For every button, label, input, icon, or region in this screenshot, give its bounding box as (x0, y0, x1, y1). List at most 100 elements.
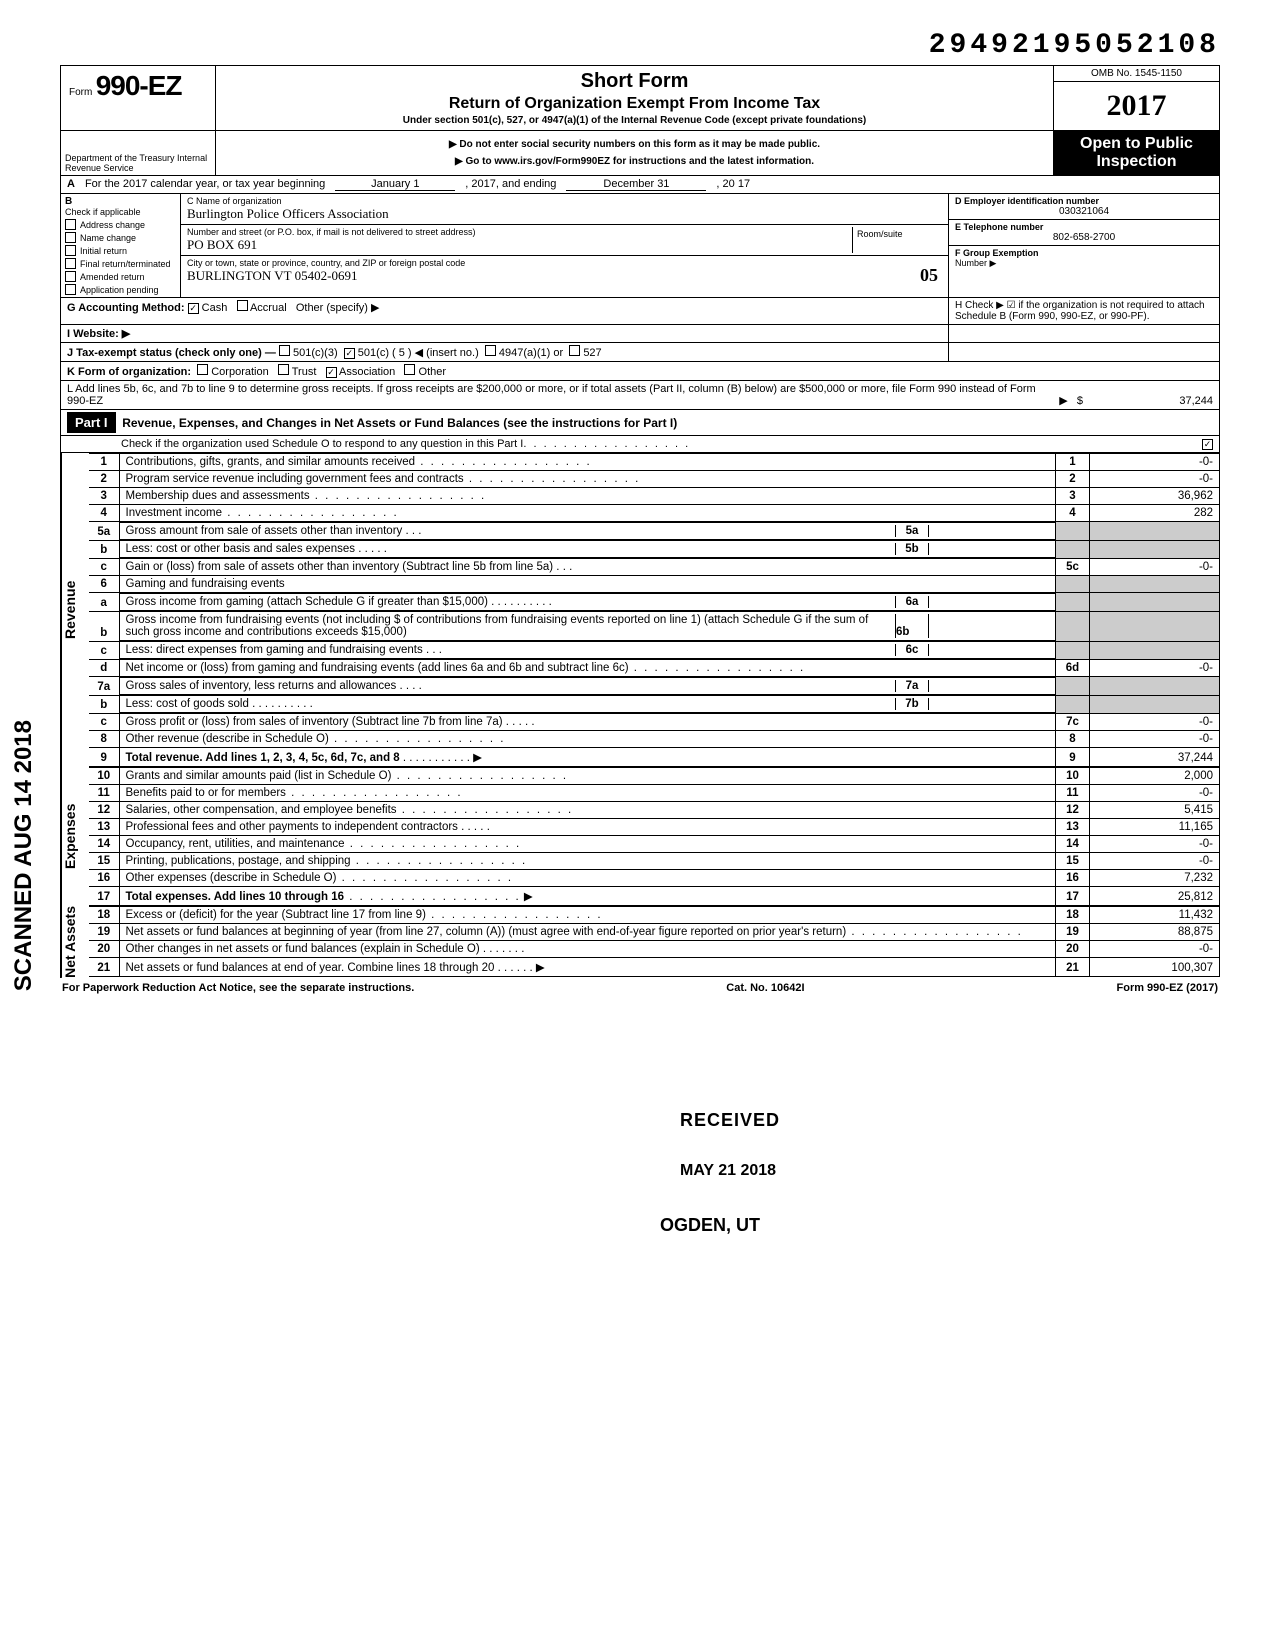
form-number-box: Form 990-EZ (61, 66, 216, 130)
chk-527[interactable] (569, 345, 580, 356)
desc-7b: Less: cost of goods sold (126, 698, 249, 710)
amt-9: 37,244 (1090, 748, 1220, 767)
form-number: 990-EZ (96, 70, 182, 101)
sn-19: 19 (1056, 924, 1090, 941)
chk-address[interactable] (65, 219, 76, 230)
h-text: H Check ▶ ☑ if the organization is not r… (949, 298, 1219, 324)
ogden-stamp: OGDEN, UT (660, 1215, 760, 1236)
desc-4: Investment income (126, 507, 223, 519)
omb-number: OMB No. 1545-1150 (1054, 66, 1219, 82)
sn-21: 21 (1056, 958, 1090, 977)
sn-7c: 7c (1056, 714, 1090, 731)
amt-17: 25,812 (1090, 887, 1220, 906)
chk-501c3[interactable] (279, 345, 290, 356)
form-title-box: Short Form Return of Organization Exempt… (216, 66, 1054, 130)
no-19: 19 (89, 924, 119, 941)
chk-corp[interactable] (197, 364, 208, 375)
footer-left: For Paperwork Reduction Act Notice, see … (62, 982, 414, 994)
row-k: K Form of organization: Corporation Trus… (61, 362, 1219, 380)
chk-other[interactable] (404, 364, 415, 375)
in-6b: 6b (895, 614, 929, 638)
open-line1: Open to Public (1058, 135, 1215, 153)
a-end: December 31 (566, 178, 706, 191)
desc-7c: Gross profit or (loss) from sales of inv… (126, 716, 503, 728)
f-label: F Group Exemption (955, 248, 1213, 258)
amt-19: 88,875 (1090, 924, 1220, 941)
desc-6c: Less: direct expenses from gaming and fu… (126, 644, 423, 656)
desc-6b: Gross income from fundraising events (no… (126, 614, 896, 638)
sn-15: 15 (1056, 853, 1090, 870)
no-1: 1 (89, 454, 119, 471)
amt-1: -0- (1090, 454, 1220, 471)
desc-15: Printing, publications, postage, and shi… (126, 855, 351, 867)
chk-assoc[interactable]: ✓ (326, 367, 337, 378)
g-accrual: Accrual (250, 302, 287, 314)
no-11: 11 (89, 785, 119, 802)
desc-6d: Net income or (loss) from gaming and fun… (126, 662, 629, 674)
amt-8: -0- (1090, 731, 1220, 748)
amt-13: 11,165 (1090, 819, 1220, 836)
in-6a: 6a (895, 596, 929, 608)
desc-20: Other changes in net assets or fund bala… (126, 943, 480, 955)
a-begin: January 1 (335, 178, 455, 191)
org-city: BURLINGTON VT 05402-0691 (187, 268, 942, 284)
footer-mid: Cat. No. 10642I (726, 982, 804, 994)
chk-name[interactable] (65, 232, 76, 243)
no-15: 15 (89, 853, 119, 870)
dept-box: Department of the Treasury Internal Reve… (61, 131, 216, 175)
b-item-0: Address change (80, 220, 145, 230)
no-6c: c (89, 641, 119, 660)
no-17: 17 (89, 887, 119, 906)
sn-9: 9 (1056, 748, 1090, 767)
chk-4947[interactable] (485, 345, 496, 356)
sn-12: 12 (1056, 802, 1090, 819)
chk-accrual[interactable] (237, 300, 248, 311)
desc-10: Grants and similar amounts paid (list in… (126, 770, 392, 782)
chk-sched-o[interactable]: ✓ (1202, 439, 1213, 450)
chk-trust[interactable] (278, 364, 289, 375)
no-12: 12 (89, 802, 119, 819)
k-o2: Trust (292, 366, 317, 378)
no-6d: d (89, 660, 119, 677)
sn-11: 11 (1056, 785, 1090, 802)
desc-2: Program service revenue including govern… (126, 473, 464, 485)
i-label: I Website: ▶ (61, 325, 949, 342)
form-prefix: Form (69, 87, 92, 98)
sn-4: 4 (1056, 505, 1090, 522)
sn-3: 3 (1056, 488, 1090, 505)
desc-17: Total expenses. Add lines 10 through 16 (126, 891, 345, 903)
chk-cash[interactable]: ✓ (188, 303, 199, 314)
amt-6d: -0- (1090, 660, 1220, 677)
a-mid: , 2017, and ending (465, 178, 556, 191)
scanned-stamp: SCANNED AUG 14 2018 (10, 720, 38, 991)
chk-pending[interactable] (65, 284, 76, 295)
amt-11: -0- (1090, 785, 1220, 802)
amt-14: -0- (1090, 836, 1220, 853)
chk-amended[interactable] (65, 271, 76, 282)
chk-final[interactable] (65, 258, 76, 269)
part1-check: Check if the organization used Schedule … (121, 438, 523, 450)
no-16: 16 (89, 870, 119, 887)
in-6c: 6c (895, 644, 929, 656)
desc-14: Occupancy, rent, utilities, and maintena… (126, 838, 345, 850)
form-subtitle: Return of Organization Exempt From Incom… (224, 95, 1045, 113)
g-label: G Accounting Method: (67, 302, 185, 314)
desc-7a: Gross sales of inventory, less returns a… (126, 680, 397, 692)
l-amount: 37,244 (1083, 395, 1213, 407)
amt-10: 2,000 (1090, 768, 1220, 785)
desc-3: Membership dues and assessments (126, 490, 310, 502)
k-o1: Corporation (211, 366, 268, 378)
sn-1: 1 (1056, 454, 1090, 471)
desc-5c: Gain or (loss) from sale of assets other… (126, 561, 554, 573)
amt-21: 100,307 (1090, 958, 1220, 977)
revenue-label: Revenue (61, 453, 89, 767)
chk-501c[interactable]: ✓ (344, 348, 355, 359)
amt-15: -0- (1090, 853, 1220, 870)
amt-16: 7,232 (1090, 870, 1220, 887)
f-label2: Number ▶ (955, 258, 1213, 269)
org-name: Burlington Police Officers Association (187, 206, 942, 222)
sn-13: 13 (1056, 819, 1090, 836)
c-city-label: City or town, state or province, country… (187, 258, 942, 268)
chk-initial[interactable] (65, 245, 76, 256)
desc-21: Net assets or fund balances at end of ye… (126, 962, 495, 974)
